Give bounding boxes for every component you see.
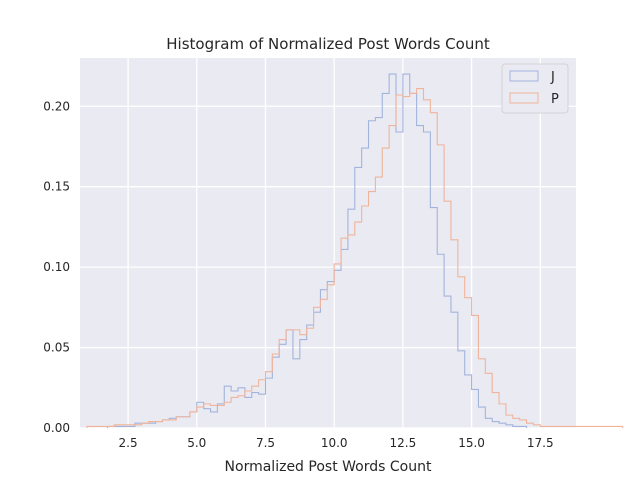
legend: J P bbox=[501, 63, 569, 114]
y-tick-label: 0.05 bbox=[43, 341, 70, 355]
y-tick-label: 0.10 bbox=[43, 260, 70, 274]
plot-background bbox=[80, 58, 576, 428]
y-tick-label: 0.20 bbox=[43, 99, 70, 113]
x-tick-label: 12.5 bbox=[390, 436, 417, 450]
y-tick-label: 0.00 bbox=[43, 421, 70, 435]
legend-swatch-j bbox=[509, 70, 539, 82]
histogram-step-p bbox=[86, 88, 624, 428]
legend-swatch-p bbox=[509, 92, 539, 104]
y-axis-ticks: 0.00 0.05 0.10 0.15 0.20 bbox=[43, 99, 70, 435]
legend-label-j: J bbox=[550, 70, 555, 85]
x-tick-label: 7.5 bbox=[256, 436, 275, 450]
x-tick-label: 5.0 bbox=[187, 436, 206, 450]
histogram-series bbox=[86, 73, 624, 428]
x-tick-label: 15.0 bbox=[458, 436, 485, 450]
grid-lines bbox=[80, 58, 576, 429]
x-axis-label: Normalized Post Words Count bbox=[225, 459, 432, 475]
x-tick-label: 10.0 bbox=[321, 436, 348, 450]
x-axis-ticks: 2.5 5.0 7.5 10.0 12.5 15.0 17.5 bbox=[119, 436, 554, 450]
legend-box bbox=[501, 63, 569, 114]
x-tick-label: 17.5 bbox=[527, 436, 554, 450]
y-tick-label: 0.15 bbox=[43, 180, 70, 194]
x-tick-label: 2.5 bbox=[119, 436, 138, 450]
legend-label-p: P bbox=[551, 92, 559, 107]
chart-title: Histogram of Normalized Post Words Count bbox=[166, 35, 490, 53]
